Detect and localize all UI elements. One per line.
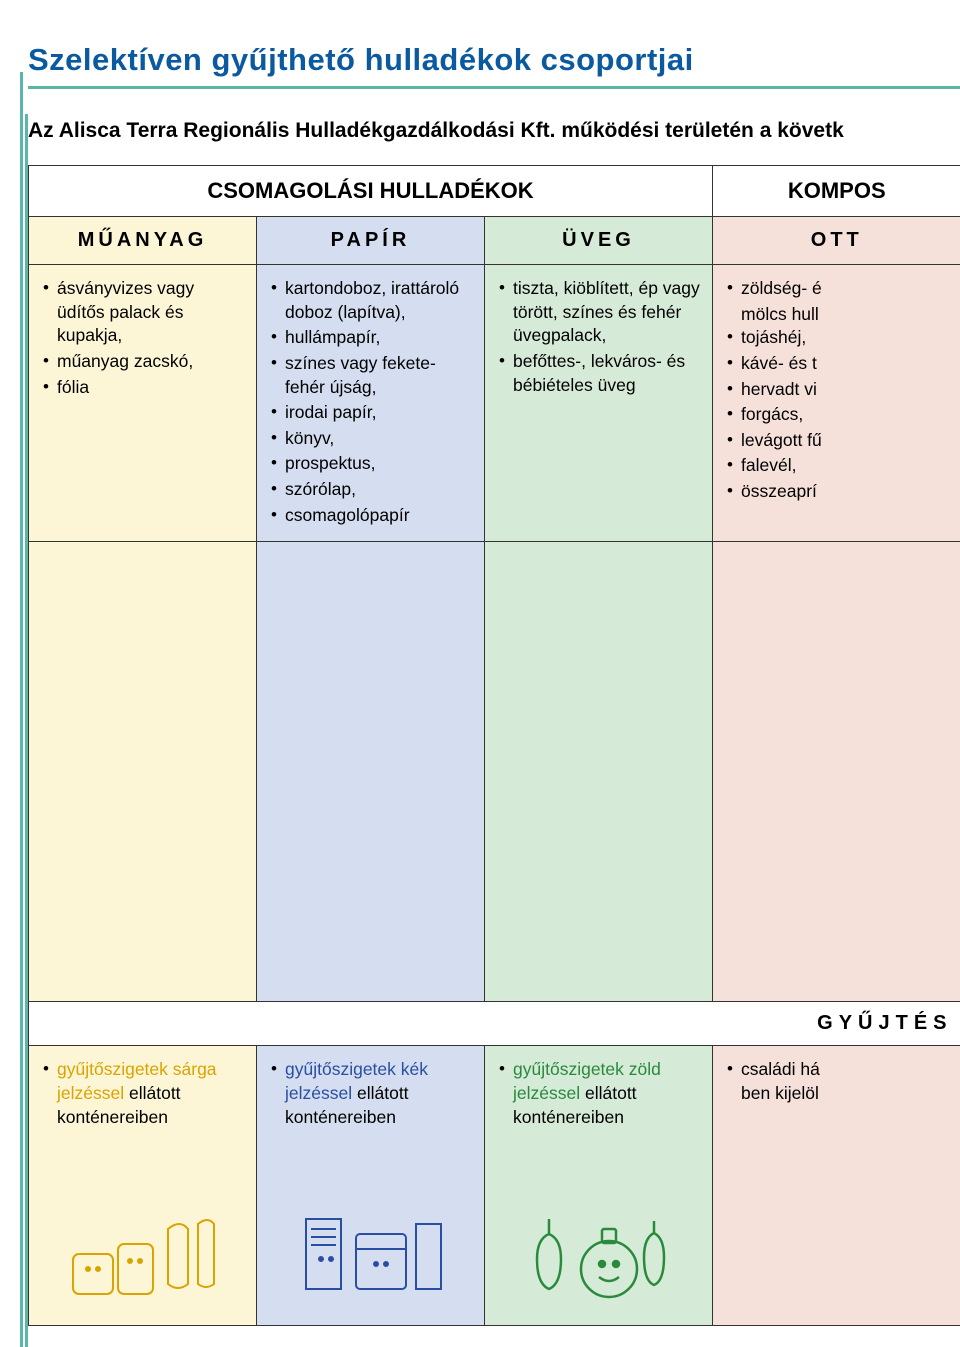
glass-cartoon-icon	[485, 1199, 712, 1316]
list-item: falevél,	[727, 454, 949, 478]
list-item: levágott fű	[727, 429, 949, 453]
list-item: hullámpapír,	[271, 326, 472, 350]
list-item: irodai papír,	[271, 401, 472, 425]
row-items: ásványvizes vagy üdítős palack és kupakj…	[29, 265, 960, 542]
list-item: könyv,	[271, 427, 472, 451]
col-glass: ÜVEG	[485, 217, 713, 265]
list-item: csomagolópapír	[271, 504, 472, 528]
collect-glass-item: gyűjtőszigetek zöld jelzéssel ellátott k…	[499, 1058, 700, 1129]
list-item: műanyag zacskó,	[43, 350, 244, 374]
collect-paper-item: gyűjtőszigetek kék jelzéssel ellátott ko…	[271, 1058, 472, 1129]
hdr-packaging: CSOMAGOLÁSI HULLADÉKOK	[29, 166, 713, 217]
col-plastic: MŰANYAG	[29, 217, 257, 265]
collect-glass: gyűjtőszigetek zöld jelzéssel ellátott k…	[485, 1046, 713, 1326]
side-rail	[20, 72, 28, 1347]
list-item: fólia	[43, 376, 244, 400]
list-item: hervadt vi	[727, 378, 949, 402]
collect-hdr-empty	[29, 1002, 713, 1046]
list-item: tojáshéj,	[727, 326, 949, 350]
list-item: kartondoboz, irattároló doboz (lapítva),	[271, 277, 472, 324]
collect-paper: gyűjtőszigetek kék jelzéssel ellátott ko…	[257, 1046, 485, 1326]
row-collect-header: GYŰJTÉS	[29, 1002, 960, 1046]
list-item: szórólap,	[271, 478, 472, 502]
list-item: befőttes-, lekváros- és bébiételes üveg	[499, 350, 700, 397]
plastic-cartoon-icon	[29, 1199, 256, 1316]
spacer-glass	[485, 542, 713, 1002]
spacer-home	[713, 542, 960, 1002]
paper-cartoon-icon	[257, 1199, 484, 1316]
page-title: Szelektíven gyűjthető hulladékok csoport…	[28, 42, 960, 78]
list-item: tiszta, kiöblített, ép vagy törött, szín…	[499, 277, 700, 348]
cell-items-plastic: ásványvizes vagy üdítős palack és kupakj…	[29, 265, 257, 542]
row-spacer	[29, 542, 960, 1002]
list-item: ásványvizes vagy üdítős palack és kupakj…	[43, 277, 244, 348]
collect-home-rest: családi háben kijelöl	[741, 1059, 820, 1103]
title-underline	[28, 86, 960, 89]
collect-hdr-label: GYŰJTÉS	[713, 1002, 960, 1046]
hdr-compost: KOMPOS	[713, 166, 960, 217]
cell-items-home: zöldség- émölcs hulltojáshéj,kávé- és th…	[713, 265, 960, 542]
cell-items-paper: kartondoboz, irattároló doboz (lapítva),…	[257, 265, 485, 542]
row-collect: gyűjtőszigetek sárga jelzéssel ellátott …	[29, 1046, 960, 1326]
list-item: prospektus,	[271, 452, 472, 476]
intro-text: Az Alisca Terra Regionális Hulladékgazdá…	[28, 119, 960, 143]
list-item: színes vagy fekete-fehér újság,	[271, 352, 472, 399]
collect-plastic-item: gyűjtőszigetek sárga jelzéssel ellátott …	[43, 1058, 244, 1129]
spacer-paper	[257, 542, 485, 1002]
col-paper: PAPÍR	[257, 217, 485, 265]
list-item: kávé- és t	[727, 352, 949, 376]
col-home: OTT	[713, 217, 960, 265]
list-item: összeaprí	[727, 480, 949, 504]
table-header-main: CSOMAGOLÁSI HULLADÉKOK KOMPOS	[29, 166, 960, 217]
collect-home: családi háben kijelöl	[713, 1046, 960, 1326]
table-header-sub: MŰANYAG PAPÍR ÜVEG OTT	[29, 217, 960, 265]
collect-plastic: gyűjtőszigetek sárga jelzéssel ellátott …	[29, 1046, 257, 1326]
list-item: forgács,	[727, 403, 949, 427]
list-item: mölcs hull	[727, 303, 949, 327]
spacer-plastic	[29, 542, 257, 1002]
waste-table: CSOMAGOLÁSI HULLADÉKOK KOMPOS MŰANYAG PA…	[28, 165, 960, 1326]
collect-home-item: családi háben kijelöl	[727, 1058, 949, 1105]
cell-items-glass: tiszta, kiöblített, ép vagy törött, szín…	[485, 265, 713, 542]
list-item: zöldség- é	[727, 277, 949, 301]
